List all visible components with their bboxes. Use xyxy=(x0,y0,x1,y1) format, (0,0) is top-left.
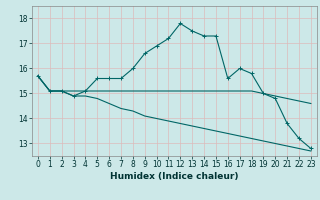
X-axis label: Humidex (Indice chaleur): Humidex (Indice chaleur) xyxy=(110,172,239,181)
